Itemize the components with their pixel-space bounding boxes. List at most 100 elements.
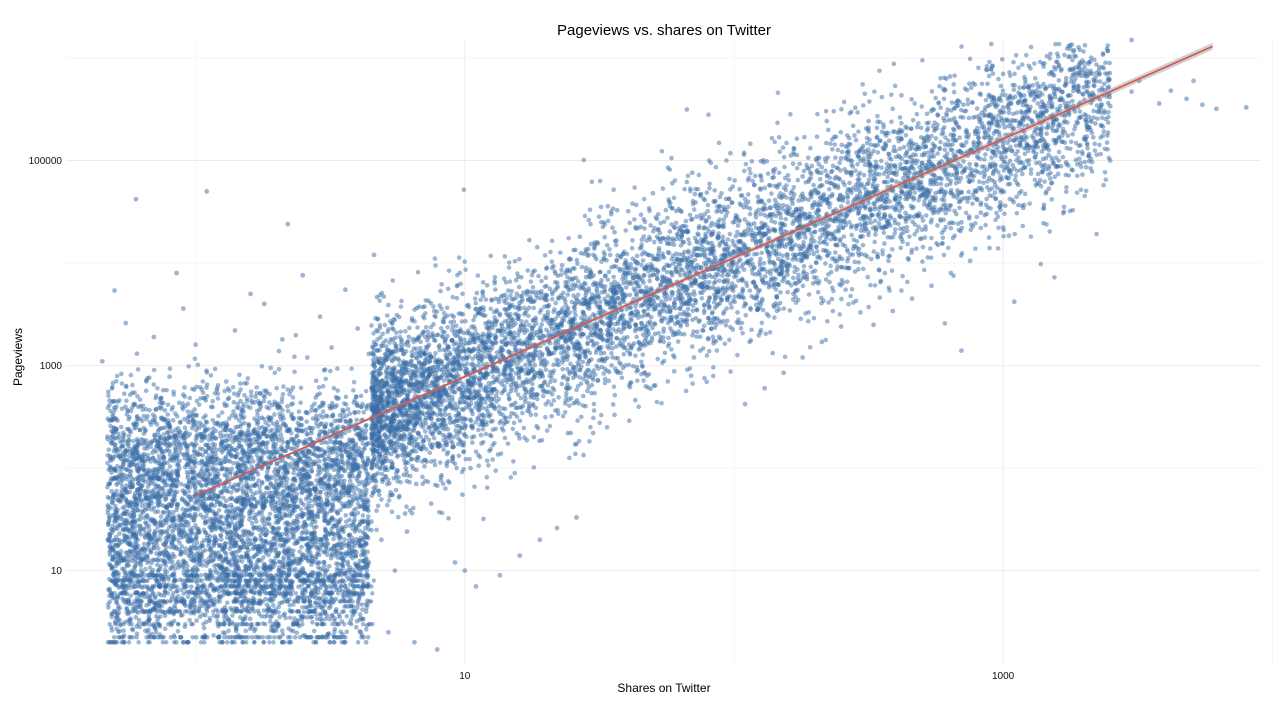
data-point xyxy=(299,557,305,563)
data-point xyxy=(203,413,208,419)
data-point xyxy=(273,477,279,483)
data-point xyxy=(355,403,360,409)
data-point xyxy=(312,529,317,535)
data-point xyxy=(313,378,319,384)
data-point xyxy=(248,393,254,399)
data-point xyxy=(308,579,313,584)
data-point xyxy=(203,419,209,425)
data-point xyxy=(166,525,172,530)
data-point xyxy=(304,355,310,360)
data-point xyxy=(248,291,253,297)
data-point xyxy=(326,605,332,611)
data-point xyxy=(254,385,259,390)
data-point xyxy=(155,524,160,530)
data-point xyxy=(217,589,222,594)
data-point xyxy=(197,530,202,535)
data-point xyxy=(245,634,251,640)
data-point xyxy=(135,367,141,372)
data-point xyxy=(182,491,187,496)
data-point xyxy=(330,492,335,498)
data-point xyxy=(152,595,158,601)
data-point xyxy=(241,490,246,496)
data-point xyxy=(164,530,169,536)
data-point xyxy=(260,449,266,455)
data-point xyxy=(320,400,325,405)
data-point xyxy=(146,481,152,486)
data-point xyxy=(243,528,248,534)
data-point xyxy=(226,628,231,634)
data-point xyxy=(246,423,252,429)
data-point xyxy=(342,537,348,542)
data-point xyxy=(194,441,199,447)
data-point xyxy=(243,614,248,619)
data-point xyxy=(281,541,287,546)
data-point xyxy=(358,393,364,399)
data-point xyxy=(322,367,328,372)
data-point xyxy=(249,520,255,526)
data-point xyxy=(276,565,282,570)
data-point xyxy=(222,630,228,636)
data-point xyxy=(357,494,363,499)
data-point xyxy=(108,423,113,429)
data-point xyxy=(266,485,272,491)
data-point xyxy=(252,483,258,488)
data-point xyxy=(179,497,185,503)
data-point xyxy=(285,521,291,526)
data-point xyxy=(165,402,171,407)
data-point xyxy=(198,512,203,518)
data-point xyxy=(269,475,275,481)
data-point xyxy=(915,121,921,126)
data-point xyxy=(151,367,157,373)
data-point xyxy=(273,499,278,505)
data-point xyxy=(221,495,226,501)
data-point xyxy=(343,413,349,419)
data-point xyxy=(215,613,221,618)
data-point xyxy=(289,411,294,417)
data-point xyxy=(117,531,122,536)
data-point xyxy=(320,543,326,548)
data-point xyxy=(293,332,299,338)
data-point xyxy=(136,466,142,472)
data-point xyxy=(361,558,366,563)
data-point xyxy=(334,634,340,640)
data-point xyxy=(146,615,151,620)
data-point xyxy=(355,510,361,516)
data-point xyxy=(203,613,208,618)
data-point xyxy=(120,465,126,471)
data-point xyxy=(157,614,163,619)
data-point xyxy=(632,397,638,403)
data-point xyxy=(139,499,144,505)
data-point xyxy=(300,524,305,530)
data-point xyxy=(280,483,286,489)
data-point xyxy=(191,460,197,466)
data-point xyxy=(365,535,371,541)
data-point xyxy=(107,599,113,605)
data-point xyxy=(338,490,344,495)
data-point xyxy=(206,556,212,561)
data-point xyxy=(216,508,222,513)
data-point xyxy=(143,388,149,394)
data-point xyxy=(321,481,327,487)
data-point xyxy=(385,629,391,635)
data-point xyxy=(166,515,171,520)
data-point xyxy=(220,443,226,448)
data-point xyxy=(156,567,161,573)
data-point xyxy=(292,634,298,640)
data-point xyxy=(257,509,262,515)
data-point xyxy=(219,410,225,415)
data-point xyxy=(385,302,391,308)
data-point xyxy=(227,443,233,449)
data-point xyxy=(295,420,301,426)
data-point xyxy=(287,602,293,608)
data-point xyxy=(274,419,280,425)
data-point xyxy=(263,420,268,425)
data-point xyxy=(363,639,369,645)
data-point xyxy=(178,549,184,555)
data-point xyxy=(274,385,279,391)
data-point xyxy=(1156,101,1162,106)
data-point xyxy=(289,551,295,557)
data-point xyxy=(742,196,748,202)
data-point xyxy=(219,537,224,542)
data-point xyxy=(364,422,369,428)
data-point xyxy=(322,510,328,516)
